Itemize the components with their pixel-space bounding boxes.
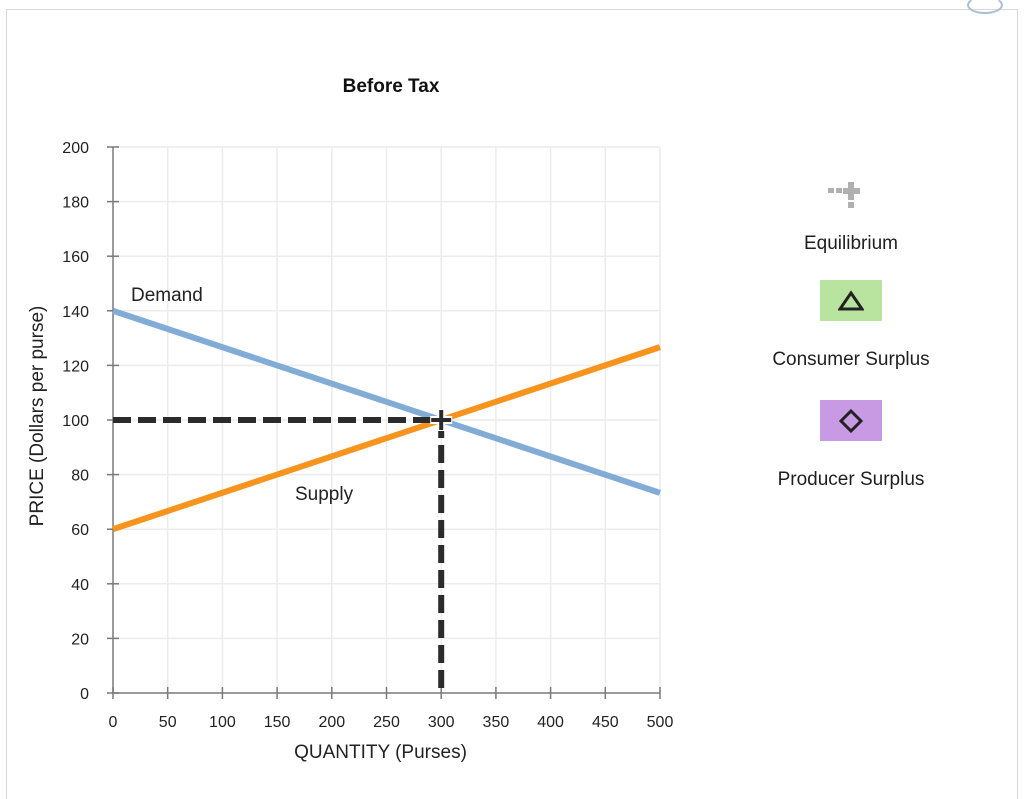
y-tick-label: 160 xyxy=(62,249,89,266)
legend-label-consumer-surplus: Consumer Surplus xyxy=(772,349,930,370)
x-tick-label: 0 xyxy=(109,714,118,731)
x-tick-label: 300 xyxy=(428,714,455,731)
supply-line xyxy=(112,344,661,533)
x-tick-label: 450 xyxy=(592,714,619,731)
y-tick-label: 180 xyxy=(62,195,89,212)
y-tick-label: 60 xyxy=(71,522,89,539)
x-tick-label: 200 xyxy=(318,714,345,731)
demand-label: Demand xyxy=(131,285,203,306)
x-tick-label: 150 xyxy=(264,714,291,731)
x-tick-label: 250 xyxy=(373,714,400,731)
x-axis-label: QUANTITY (Purses) xyxy=(294,742,467,763)
supply-label: Supply xyxy=(295,484,354,505)
corner-decoration xyxy=(967,0,1003,14)
x-tick-label: 350 xyxy=(483,714,510,731)
chart-title: Before Tax xyxy=(343,76,440,97)
y-tick-label: 100 xyxy=(62,413,89,430)
y-tick-label: 200 xyxy=(62,140,89,157)
y-axis-label: PRICE (Dollars per purse) xyxy=(27,306,48,527)
legend-equilibrium[interactable]: Equilibrium xyxy=(760,170,942,255)
diamond-icon xyxy=(838,408,864,433)
producer-surplus-swatch[interactable] xyxy=(820,400,882,441)
y-tick-label: 0 xyxy=(80,686,89,703)
y-tick-label: 140 xyxy=(62,304,89,321)
y-tick-label: 20 xyxy=(71,631,89,648)
y-tick-label: 120 xyxy=(62,358,89,375)
plus-icon[interactable] xyxy=(760,170,942,210)
x-tick-label: 500 xyxy=(647,714,674,731)
x-tick-label: 400 xyxy=(537,714,564,731)
triangle-icon xyxy=(838,289,864,310)
x-tick-label: 50 xyxy=(159,714,177,731)
y-tick-label: 40 xyxy=(71,577,89,594)
legend-label-producer-surplus: Producer Surplus xyxy=(777,469,925,490)
demand-line xyxy=(112,307,661,496)
legend-label-equilibrium: Equilibrium xyxy=(804,233,898,254)
panel-frame xyxy=(6,0,1018,799)
y-tick-label: 80 xyxy=(71,468,89,485)
consumer-surplus-swatch[interactable] xyxy=(820,280,882,321)
x-tick-label: 100 xyxy=(209,714,236,731)
